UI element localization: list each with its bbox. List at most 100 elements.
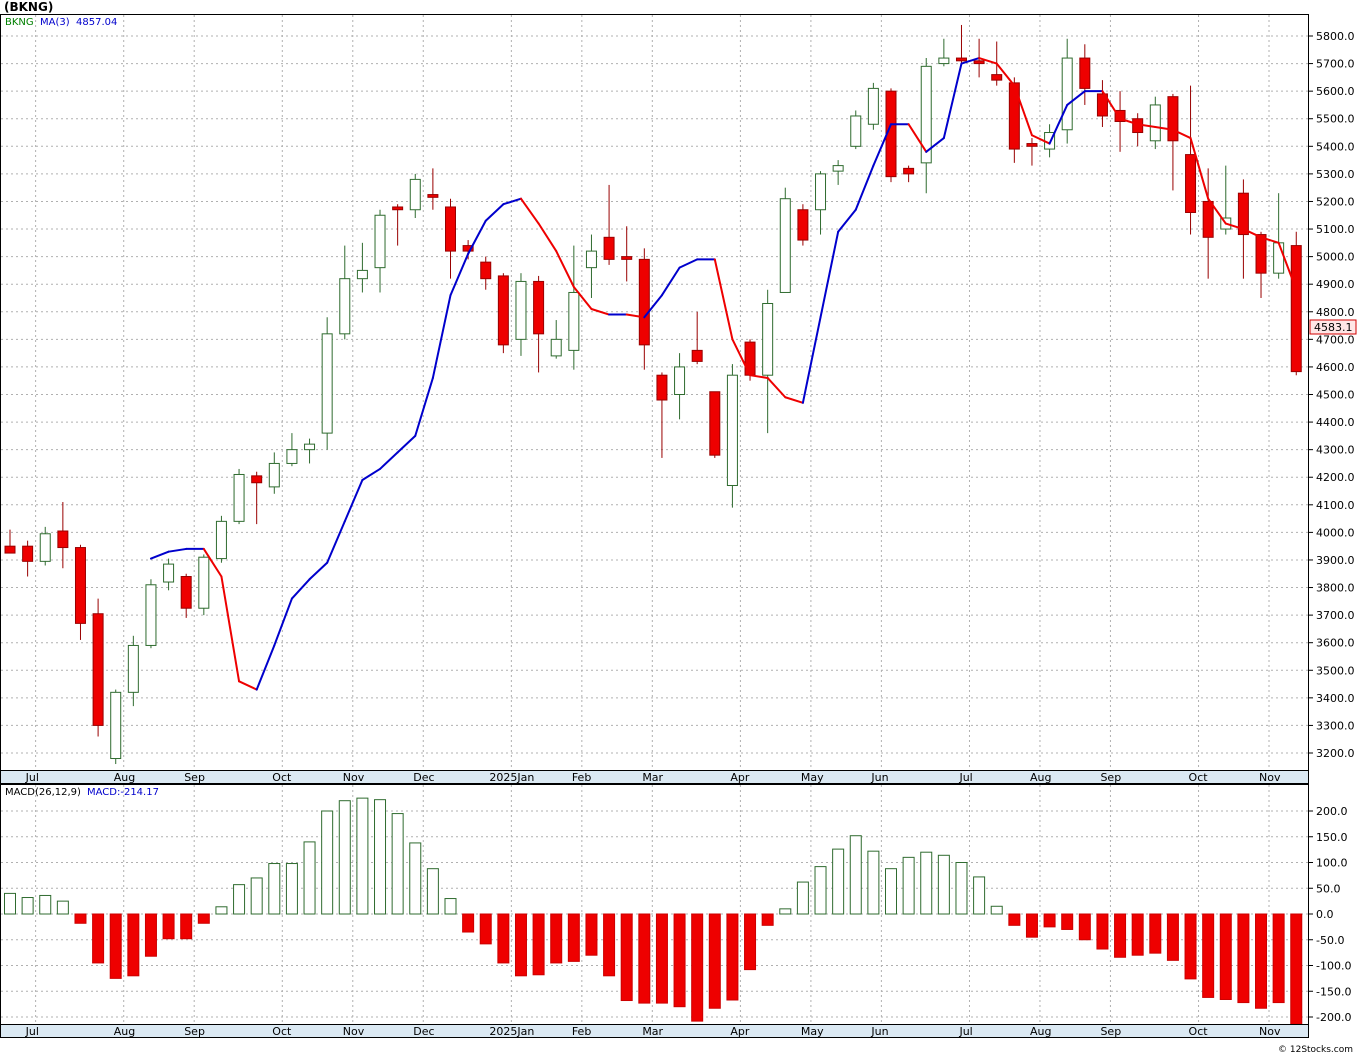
- macd-bar: [567, 913, 580, 962]
- macd-bar: [1219, 913, 1232, 1000]
- candle-body: [462, 245, 474, 252]
- candle: [1114, 91, 1126, 152]
- candle: [321, 317, 333, 450]
- candle: [1185, 85, 1197, 235]
- ma3-segment: [555, 250, 575, 288]
- candle-body: [550, 338, 562, 357]
- month-label: Apr: [730, 1025, 750, 1038]
- macd-tick-label: -200.0: [1316, 1011, 1351, 1024]
- candle-body: [427, 194, 439, 198]
- candle: [92, 598, 104, 737]
- candle: [797, 204, 809, 246]
- candle-body: [1202, 200, 1214, 238]
- month-label: Mar: [642, 1025, 663, 1038]
- macd-bar: [180, 913, 193, 940]
- month-label: Nov: [1259, 771, 1281, 784]
- macd-bar: [1043, 913, 1056, 928]
- month-label: Nov: [343, 771, 365, 784]
- macd-bar: [990, 905, 1003, 915]
- ma3-segment: [1260, 236, 1280, 244]
- macd-bar: [920, 851, 933, 915]
- candle-body: [445, 206, 456, 252]
- watermark: © 12Stocks.com: [1278, 1045, 1353, 1055]
- price-tick-label: 4400.0: [1316, 416, 1355, 429]
- candle: [409, 173, 421, 219]
- candle: [762, 289, 774, 434]
- ma3-segment: [766, 376, 787, 399]
- macd-bar: [1078, 913, 1091, 941]
- candle-body: [356, 269, 368, 280]
- ma3-segment: [678, 258, 699, 269]
- price-panel: [0, 14, 1309, 771]
- candle-body: [1079, 57, 1091, 89]
- ma3-segment: [872, 123, 892, 167]
- month-label: Sep: [184, 1025, 205, 1038]
- month-label: Oct: [1189, 1025, 1209, 1038]
- candle: [251, 471, 263, 525]
- candle-body: [850, 115, 862, 147]
- candle-body: [515, 280, 527, 340]
- candle-body: [1290, 245, 1302, 373]
- ma3-segment: [238, 680, 258, 691]
- macd-bar: [1237, 913, 1250, 1004]
- ma3-segment: [660, 266, 681, 297]
- macd-legend-title: MACD(26,12,9): [5, 787, 81, 798]
- candle-body: [57, 530, 69, 549]
- price-tick-label: 4200.0: [1316, 471, 1355, 484]
- month-label: Sep: [184, 771, 205, 784]
- candle: [356, 242, 368, 293]
- candle-body: [621, 256, 633, 260]
- macd-bar: [39, 894, 52, 915]
- macd-bar: [691, 913, 704, 1022]
- month-axis-bar-bottom: [0, 1024, 1309, 1038]
- macd-bar: [1008, 913, 1021, 926]
- candle-body: [603, 236, 615, 260]
- legend-ma3: MA(3): [40, 17, 70, 28]
- candle: [145, 579, 157, 649]
- candle-body: [638, 258, 650, 346]
- ma3-segment: [326, 520, 346, 564]
- ma3-segment: [361, 467, 382, 481]
- candle: [903, 165, 915, 183]
- ma3-segment: [149, 550, 170, 560]
- month-label: Jul: [958, 771, 972, 784]
- macd-bar: [902, 856, 915, 915]
- candle: [180, 573, 192, 618]
- candle-body: [215, 520, 227, 560]
- ma3-segment: [1101, 90, 1122, 120]
- month-label: Oct: [272, 1025, 292, 1038]
- candle-body: [1026, 143, 1038, 147]
- candle: [39, 526, 51, 566]
- candle: [1026, 138, 1038, 166]
- macd-bar: [761, 913, 774, 926]
- candle-body: [568, 291, 580, 351]
- ma3-segment: [1136, 123, 1157, 129]
- candle: [268, 452, 280, 494]
- candle-body: [779, 198, 791, 293]
- month-axis-bar-top: [0, 770, 1309, 784]
- candle: [1202, 168, 1214, 279]
- candle: [656, 372, 668, 458]
- macd-y-axis: 200.0 150.0 100.0 50.0 0.0 -50.0 -100.0 -150.0 -…: [1308, 805, 1351, 1024]
- candle-body: [163, 563, 175, 583]
- candle: [497, 273, 509, 354]
- candle: [110, 689, 122, 765]
- candle-body: [4, 545, 16, 554]
- month-label: Jul: [958, 1025, 972, 1038]
- macd-bar: [233, 884, 246, 915]
- candle: [286, 433, 298, 467]
- ma3-segment: [819, 230, 840, 319]
- candle-body: [674, 366, 686, 395]
- price-tick-label: 4800.0: [1316, 306, 1355, 319]
- ma3-segment: [1013, 84, 1033, 137]
- candle: [1167, 93, 1179, 191]
- candle: [233, 468, 245, 525]
- candle: [215, 515, 227, 563]
- price-tick-label: 5300.0: [1316, 168, 1355, 181]
- candle-body: [991, 74, 1003, 81]
- macd-bar: [109, 913, 122, 979]
- macd-tick-label: -50.0: [1316, 934, 1344, 947]
- candle: [955, 24, 967, 64]
- candle: [550, 320, 562, 359]
